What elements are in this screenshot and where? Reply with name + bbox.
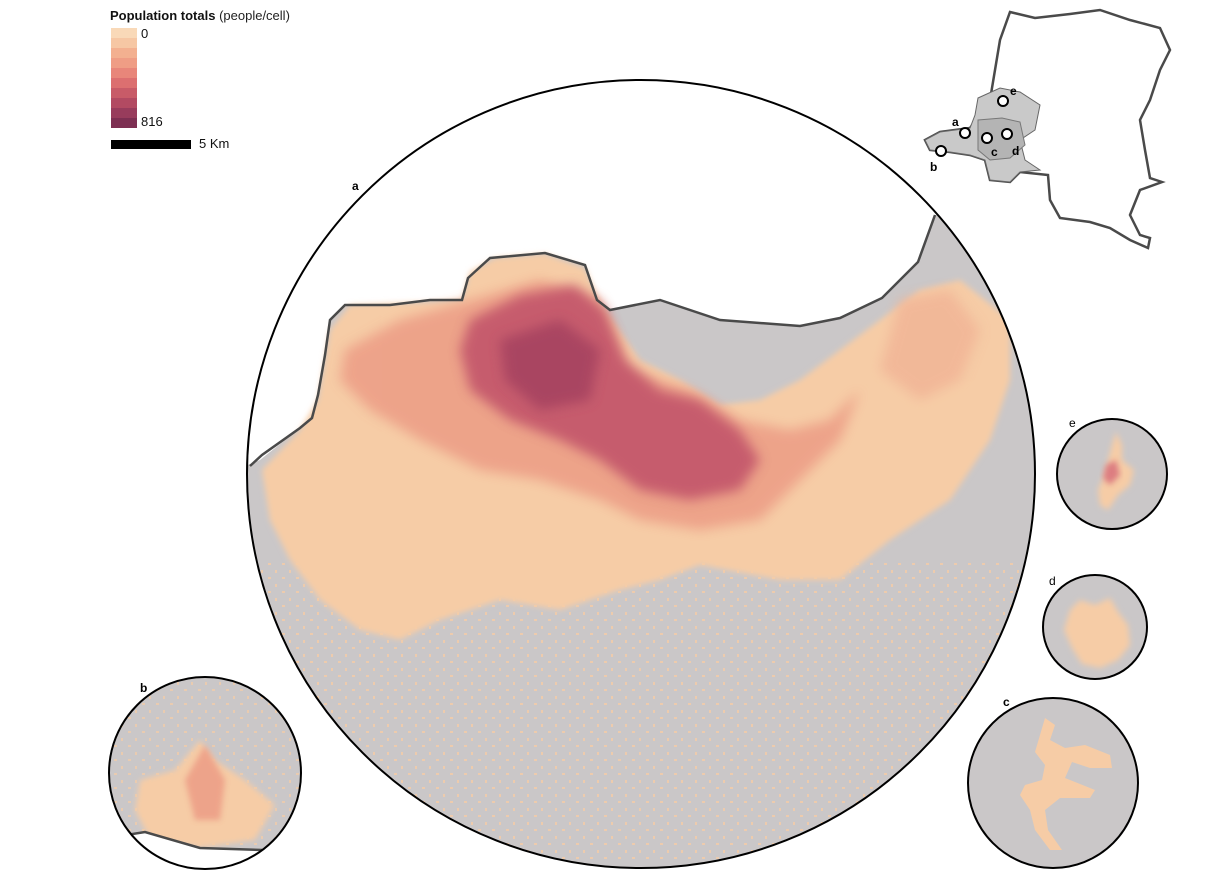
panel-a-frame <box>246 79 1036 869</box>
legend-max-label: 816 <box>141 114 163 129</box>
inset-marker-a: a <box>952 115 971 139</box>
ramp-swatch-8 <box>111 98 137 108</box>
inset-marker-e: e <box>997 84 1017 107</box>
ramp-swatch-10 <box>111 118 137 128</box>
ramp-swatch-6 <box>111 78 137 88</box>
inset-marker-b-label: b <box>930 160 937 174</box>
scale-bar <box>111 140 191 149</box>
inset-marker-c-label: c <box>991 145 998 159</box>
panel-b-map <box>109 677 301 869</box>
panel-a-label: a <box>352 179 359 193</box>
inset-marker-b: b <box>930 145 947 174</box>
ramp-swatch-4 <box>111 58 137 68</box>
inset-marker-c: c <box>981 132 998 159</box>
ramp-swatch-3 <box>111 48 137 58</box>
ramp-swatch-1 <box>111 28 137 38</box>
ramp-swatch-5 <box>111 68 137 78</box>
panel-a-map <box>247 80 1035 868</box>
ramp-swatch-7 <box>111 88 137 98</box>
ramp-swatch-2 <box>111 38 137 48</box>
inset-marker-a-label: a <box>952 115 959 129</box>
legend-title: Population totals (people/cell) <box>110 8 290 23</box>
panel-d-label: d <box>1049 574 1056 588</box>
inset-marker-e-label: e <box>1010 84 1017 98</box>
panel-b-label: b <box>140 681 147 695</box>
panel-d-map <box>1043 575 1147 679</box>
panel-e-frame <box>1056 418 1168 530</box>
legend-title-text: Population totals <box>110 8 216 23</box>
panel-d-frame <box>1042 574 1148 680</box>
panel-c-frame <box>967 697 1139 869</box>
legend-min-label: 0 <box>141 26 149 41</box>
inset-marker-d: d <box>1001 128 1019 158</box>
panel-c-label: c <box>1003 695 1010 709</box>
legend-unit: (people/cell) <box>219 8 290 23</box>
panel-e-label: e <box>1069 416 1076 430</box>
panel-e-map <box>1057 419 1167 529</box>
panel-b-frame <box>108 676 302 870</box>
ramp-swatch-9 <box>111 108 137 118</box>
scale-bar-label: 5 Km <box>199 136 230 151</box>
inset-marker-d-label: d <box>1012 144 1019 158</box>
legend: Population totals (people/cell) 0 816 5 … <box>110 6 370 156</box>
panel-c-map <box>968 698 1138 868</box>
color-ramp <box>111 28 137 128</box>
